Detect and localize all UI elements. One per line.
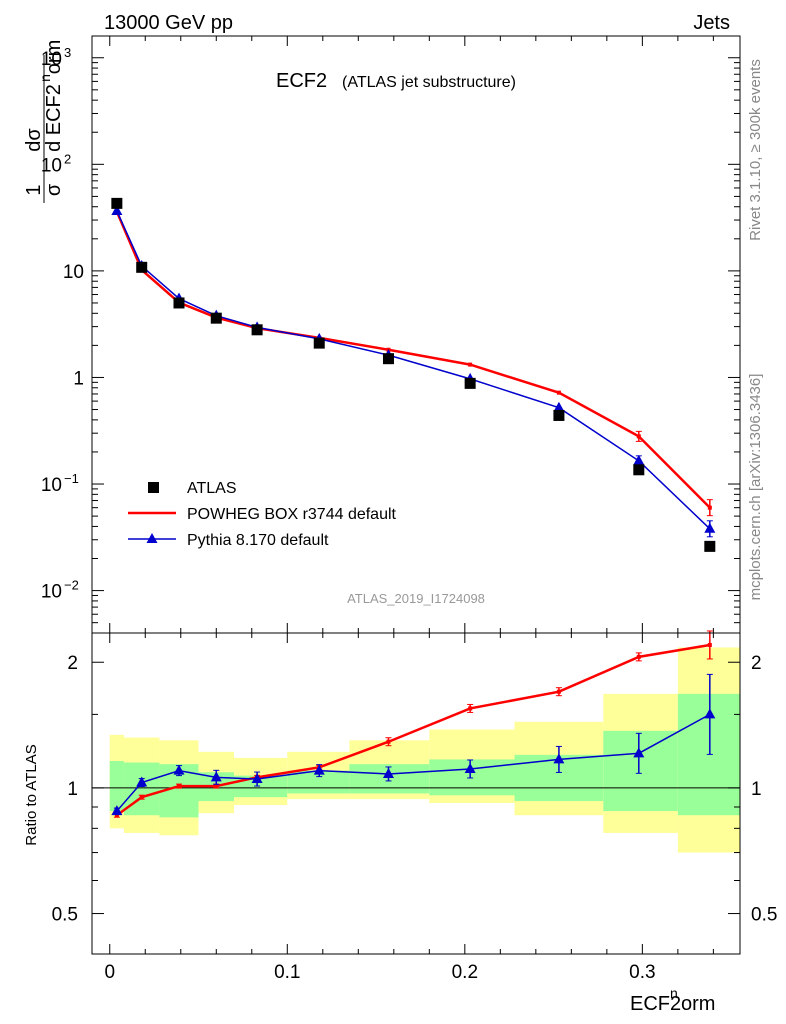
- data-point-1: [386, 739, 391, 744]
- data-point-2: [313, 764, 325, 775]
- data-point-1: [556, 689, 561, 694]
- svg-text:n: n: [670, 985, 678, 1001]
- legend-marker-triangle: [146, 533, 158, 543]
- legend-label: POWHEG BOX r3744 default: [187, 506, 397, 523]
- data-point-0: [313, 337, 325, 349]
- uncertainty-band-inner: [349, 764, 430, 794]
- data-point-2: [704, 708, 716, 719]
- svg-text:orm: orm: [43, 40, 65, 74]
- data-point-1: [214, 784, 219, 789]
- ratio-y-tick-label-right: 1: [751, 779, 762, 800]
- y-tick-label: 10: [41, 582, 62, 603]
- x-tick-label: 0: [104, 962, 115, 983]
- data-point-0: [251, 324, 263, 336]
- legend-label: ATLAS: [187, 480, 237, 497]
- x-axis-label: ECF2 n orm: [630, 985, 715, 1015]
- data-point-1: [139, 795, 144, 800]
- ratio-y-tick-label-right: 2: [751, 653, 762, 674]
- main-subtitle: (ATLAS jet substructure): [342, 74, 516, 91]
- data-point-1: [707, 642, 712, 647]
- legend-marker-atlas: [148, 482, 159, 493]
- data-point-0: [111, 197, 123, 209]
- data-point-2: [111, 805, 123, 816]
- mcplots-label: mcplots.cern.ch [arXiv:1306.3436]: [747, 374, 764, 601]
- svg-text:dσ: dσ: [23, 128, 45, 152]
- main-title: ECF2: [276, 70, 327, 92]
- y-tick-exponent: 2: [64, 151, 71, 166]
- data-point-1: [468, 362, 473, 367]
- header-right: Jets: [693, 12, 730, 34]
- svg-text:ECF2: ECF2: [630, 993, 681, 1015]
- data-point-2: [136, 776, 148, 787]
- data-point-2: [633, 454, 645, 465]
- uncertainty-band-inner: [234, 775, 288, 798]
- svg-text:n: n: [37, 74, 53, 82]
- data-point-2: [704, 522, 716, 533]
- uncertainty-band-inner: [429, 759, 515, 796]
- data-point-0: [136, 261, 148, 273]
- header-left: 13000 GeV pp: [104, 12, 233, 34]
- data-point-2: [382, 767, 394, 778]
- data-point-0: [464, 377, 476, 389]
- y-tick-label: 1: [73, 368, 84, 389]
- y-tick-exponent: −2: [64, 578, 79, 593]
- ratio-ylabel: Ratio to ATLAS: [23, 744, 40, 845]
- watermark: ATLAS_2019_I1724098: [347, 591, 485, 606]
- svg-text:orm: orm: [681, 993, 715, 1015]
- y-tick-label: 10: [63, 262, 84, 283]
- data-point-2: [633, 747, 645, 758]
- data-point-1: [556, 390, 561, 395]
- data-point-0: [553, 409, 565, 421]
- x-tick-label: 0.1: [274, 962, 300, 983]
- ratio-y-tick-label: 1: [67, 779, 78, 800]
- data-point-2: [553, 401, 565, 412]
- data-point-2: [553, 753, 565, 764]
- data-point-2: [251, 773, 263, 784]
- legend: ATLAS POWHEG BOX r3744 default Pythia 8.17…: [128, 480, 397, 549]
- data-point-1: [468, 706, 473, 711]
- data-point-2: [173, 764, 185, 775]
- ratio-y-tick-label: 0.5: [52, 905, 78, 926]
- ratio-y-tick-label-right: 0.5: [751, 905, 777, 926]
- y-tick-label: 10: [41, 49, 62, 70]
- y-tick-label: 10: [41, 155, 62, 176]
- ratio-panel: 0.5 0.5 1 1 2 2 0 0.1 0.2 0.3 Ratio to ATLAS ECF2…: [23, 630, 777, 1015]
- uncertainty-band-inner: [603, 730, 678, 812]
- rivet-label: Rivet 3.1.10, ≥ 300k events: [747, 59, 764, 241]
- y-tick-label: 10: [41, 475, 62, 496]
- data-point-2: [464, 762, 476, 773]
- data-point-0: [173, 297, 185, 309]
- x-tick-label: 0.2: [452, 962, 478, 983]
- legend-label: Pythia 8.170 default: [187, 532, 329, 549]
- data-point-2: [210, 771, 222, 782]
- ratio-frame: [91, 632, 741, 955]
- data-point-1: [114, 813, 119, 818]
- data-point-1: [636, 434, 641, 439]
- y-tick-exponent: −1: [64, 471, 79, 486]
- data-point-0: [633, 464, 645, 476]
- uncertainty-band-inner: [109, 760, 124, 812]
- data-point-1: [176, 784, 181, 789]
- ratio-y-tick-label: 2: [67, 653, 78, 674]
- svg-text:1: 1: [23, 184, 45, 195]
- main-ylabel: 1 σ dσ d ECF2 n orm: [23, 40, 65, 203]
- y-tick-exponent: 3: [64, 45, 71, 60]
- data-point-0: [704, 540, 716, 552]
- x-tick-label: 0.3: [629, 962, 655, 983]
- svg-text:σ: σ: [43, 183, 65, 196]
- svg-text:d ECF2: d ECF2: [43, 84, 65, 152]
- data-point-1: [636, 654, 641, 659]
- data-point-0: [210, 312, 222, 324]
- data-point-0: [382, 353, 394, 365]
- data-point-1: [707, 505, 712, 510]
- data-point-2: [111, 204, 123, 215]
- ratio-plot-area: 0.5 0.5 1 1 2 2 0 0.1 0.2 0.3: [52, 630, 777, 983]
